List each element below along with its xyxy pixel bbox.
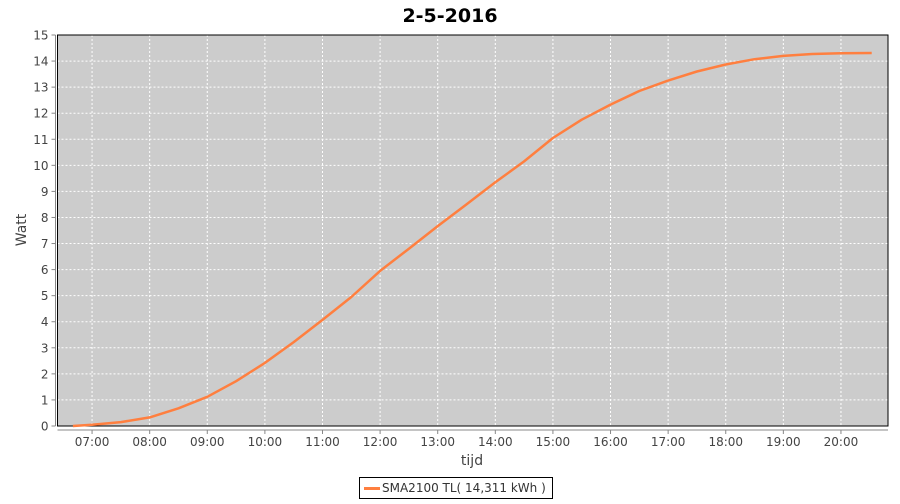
x-tick-label: 07:00 — [75, 435, 110, 449]
y-tick-label: 2 — [41, 367, 49, 381]
y-axis-label: Watt — [14, 213, 30, 246]
y-tick-label: 12 — [33, 107, 48, 121]
x-tick-label: 08:00 — [132, 435, 167, 449]
y-tick-label: 14 — [33, 55, 48, 69]
legend: SMA2100 TL( 14,311 kWh ) — [359, 477, 553, 499]
chart-title: 2-5-2016 — [402, 5, 497, 27]
legend-label: SMA2100 TL( 14,311 kWh ) — [382, 481, 546, 495]
x-tick-label: 20:00 — [824, 435, 859, 449]
legend-swatch — [364, 487, 380, 490]
y-tick-label: 10 — [33, 159, 48, 173]
x-tick-label: 18:00 — [708, 435, 743, 449]
x-tick-label: 10:00 — [248, 435, 283, 449]
x-tick-label: 19:00 — [766, 435, 801, 449]
x-tick-label: 11:00 — [305, 435, 340, 449]
y-tick-label: 1 — [41, 393, 49, 407]
x-tick-label: 09:00 — [190, 435, 225, 449]
y-tick-label: 7 — [41, 237, 49, 251]
plot-area — [58, 35, 889, 426]
y-tick-label: 3 — [41, 341, 49, 355]
y-tick-label: 13 — [33, 81, 48, 95]
y-tick-label: 9 — [41, 185, 49, 199]
x-tick-label: 17:00 — [651, 435, 686, 449]
y-tick-label: 5 — [41, 289, 49, 303]
y-tick-label: 11 — [33, 133, 48, 147]
y-tick-label: 4 — [41, 315, 49, 329]
x-tick-label: 12:00 — [363, 435, 398, 449]
x-tick-label: 15:00 — [536, 435, 571, 449]
y-tick-label: 6 — [41, 263, 49, 277]
y-tick-label: 0 — [41, 420, 49, 434]
x-tick-label: 13:00 — [420, 435, 455, 449]
y-tick-label: 8 — [41, 211, 49, 225]
y-tick-label: 15 — [33, 29, 48, 43]
x-tick-label: 16:00 — [593, 435, 628, 449]
x-axis-label: tijd — [461, 453, 483, 469]
x-tick-label: 14:00 — [478, 435, 513, 449]
